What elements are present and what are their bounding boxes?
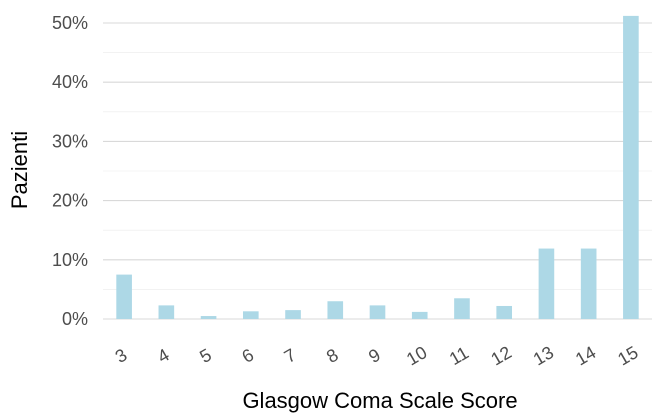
bar-5 [200,316,217,319]
bar-6 [242,311,259,319]
x-axis-ticks: 3 4 5 6 7 8 9 10 11 12 13 14 15 [112,342,642,369]
gridlines [103,22,652,320]
bar-11 [454,298,470,319]
x-tick-label: 5 [196,345,215,367]
bar-15 [623,15,639,320]
y-tick-label: 0% [62,309,88,329]
y-tick-label: 40% [52,72,88,92]
bar-7 [285,310,301,319]
bar-13 [538,248,555,319]
bar-3 [116,274,132,319]
x-tick-label: 11 [446,342,472,369]
x-tick-label: 3 [112,345,131,367]
x-tick-label: 8 [323,345,342,367]
bar-12 [496,305,513,319]
x-tick-label: 12 [488,342,515,369]
x-tick-label: 9 [365,345,384,367]
x-tick-label: 15 [614,342,641,369]
y-tick-label: 20% [52,191,88,211]
y-tick-label: 30% [52,131,88,151]
bar-4 [158,305,175,319]
x-tick-label: 10 [403,342,430,369]
x-tick-label: 13 [530,342,557,369]
x-tick-label: 6 [238,345,257,367]
y-tick-label: 10% [52,250,88,270]
x-tick-label: 4 [154,345,173,367]
bar-8 [327,301,344,319]
bar-14 [580,248,597,319]
x-axis-title: Glasgow Coma Scale Score [242,388,517,413]
x-tick-label: 14 [572,342,599,369]
bars [116,15,639,320]
x-tick-label: 7 [281,345,300,367]
y-axis-title: Pazienti [7,131,32,209]
bar-10 [411,311,428,319]
bar-9 [369,305,386,319]
y-tick-label: 50% [52,13,88,33]
y-axis-ticks: 0% 10% 20% 30% 40% 50% [52,13,88,329]
